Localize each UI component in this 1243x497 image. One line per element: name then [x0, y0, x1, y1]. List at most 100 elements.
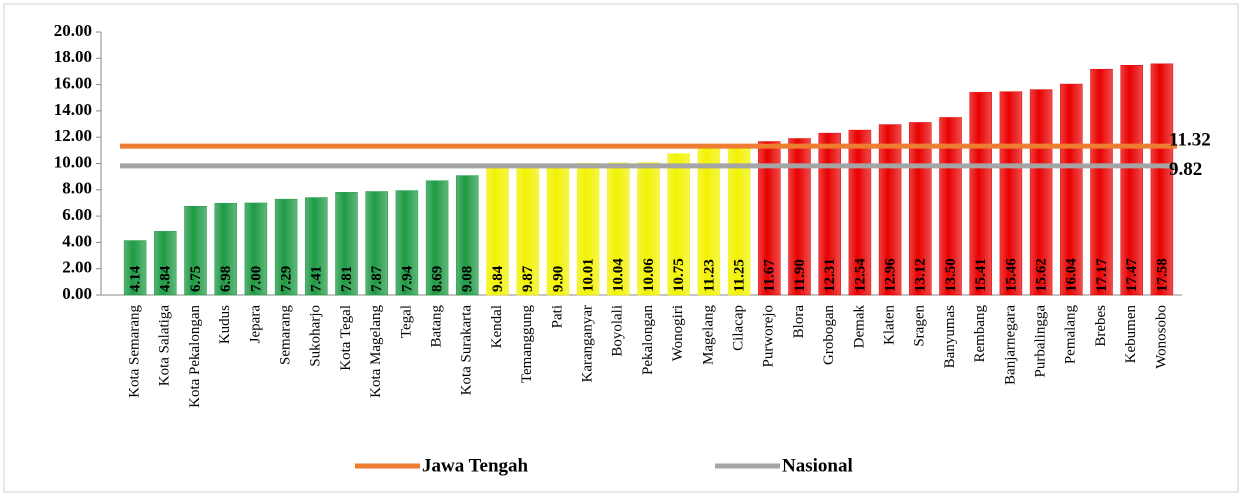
x-tick-label: Kota Salatiga — [157, 305, 173, 387]
data-label: 10.06 — [641, 258, 657, 292]
x-tick-label: Pati — [549, 305, 565, 328]
bar — [335, 192, 358, 296]
data-label: 9.90 — [550, 266, 566, 292]
x-tick-label: Wonosobo — [1153, 305, 1169, 369]
data-label: 15.62 — [1034, 258, 1050, 292]
data-label: 11.25 — [732, 259, 748, 292]
bar — [395, 190, 419, 296]
bar — [1060, 83, 1083, 296]
bar — [939, 117, 962, 296]
data-label: 13.12 — [913, 258, 929, 292]
x-tick-label: Pemalang — [1063, 305, 1079, 365]
bar — [1029, 89, 1053, 296]
data-label: 7.29 — [279, 266, 295, 292]
x-tick-label: Kota Semarang — [127, 305, 143, 398]
bar — [607, 162, 630, 296]
bar — [184, 205, 207, 296]
x-tick-label: Banyumas — [942, 305, 958, 368]
x-tick-label: Boyolali — [610, 305, 626, 357]
bar — [758, 141, 781, 296]
data-label: 13.50 — [943, 258, 959, 292]
legend-label: Jawa Tengah — [422, 455, 529, 476]
x-tick-label: Kota Pekalongan — [187, 305, 203, 408]
x-tick-label: Klaten — [882, 305, 898, 345]
data-label: 7.81 — [339, 266, 355, 292]
data-label: 7.41 — [309, 266, 325, 292]
data-label: 11.90 — [792, 259, 808, 292]
x-tick-label: Semarang — [278, 305, 294, 365]
bar — [425, 180, 449, 296]
x-tick-label: Cilacap — [731, 305, 747, 351]
y-tick-label: 16.00 — [54, 74, 92, 93]
data-label: 15.46 — [1003, 258, 1019, 292]
x-tick-label: Jepara — [247, 305, 263, 344]
data-label: 9.87 — [520, 265, 536, 292]
data-label: 17.58 — [1154, 258, 1170, 292]
x-tick-label: Purworejo — [761, 305, 777, 368]
x-tick-label: Temanggung — [519, 305, 535, 384]
bar — [456, 175, 479, 296]
y-tick-label: 14.00 — [54, 100, 92, 119]
data-label: 17.17 — [1094, 258, 1110, 292]
bar — [1090, 68, 1113, 296]
data-label: 16.04 — [1064, 258, 1080, 292]
x-tick-label: Kendal — [489, 305, 505, 348]
data-label: 11.67 — [762, 259, 778, 292]
data-label: 10.75 — [671, 258, 687, 292]
data-label: 12.54 — [852, 258, 868, 292]
x-tick-label: Kota Tegal — [338, 305, 354, 371]
bar — [123, 240, 147, 296]
y-tick-label: 2.00 — [62, 258, 92, 277]
x-tick-label: Tegal — [398, 305, 414, 338]
x-tick-label: Grobogan — [821, 305, 837, 365]
bar — [214, 202, 237, 296]
x-tick-label: Kebumen — [1123, 305, 1139, 364]
y-tick-label: 18.00 — [54, 47, 92, 66]
reference-label: 9.82 — [1169, 159, 1202, 180]
bar — [969, 92, 992, 296]
data-label: 17.47 — [1124, 258, 1140, 292]
x-tick-label: Kota Surakarta — [459, 305, 475, 396]
y-tick-label: 12.00 — [54, 126, 92, 145]
data-label: 4.84 — [158, 265, 174, 292]
chart-border — [3, 3, 1239, 493]
x-tick-label: Batang — [429, 305, 445, 348]
data-label: 7.94 — [399, 265, 415, 292]
x-tick-label: Magelang — [700, 305, 716, 365]
data-label: 7.00 — [248, 266, 264, 292]
bar — [305, 197, 328, 296]
x-tick-label: Sragen — [912, 305, 928, 347]
x-tick-label: Brebes — [1093, 305, 1109, 347]
data-label: 6.75 — [188, 266, 204, 292]
y-tick-label: 0.00 — [62, 284, 92, 303]
bar — [274, 198, 298, 296]
x-tick-label: Wonogiri — [670, 305, 686, 361]
bar — [848, 129, 872, 296]
bar — [637, 162, 660, 296]
data-label: 10.01 — [581, 258, 597, 292]
y-tick-label: 4.00 — [62, 231, 92, 250]
data-label: 6.98 — [218, 266, 234, 292]
x-tick-label: Pekalongan — [640, 305, 656, 375]
reference-label: 11.32 — [1169, 130, 1211, 151]
bar — [244, 202, 268, 296]
x-tick-label: Demak — [851, 305, 867, 349]
bar — [667, 153, 690, 296]
bar — [999, 91, 1023, 296]
data-label: 12.96 — [883, 258, 899, 292]
data-label: 11.23 — [701, 259, 717, 292]
x-tick-label: Banjarnegara — [1002, 305, 1018, 385]
x-tick-label: Kudus — [217, 305, 233, 344]
x-tick-label: Blora — [791, 305, 807, 339]
x-tick-label: Karanganyar — [580, 305, 596, 382]
data-label: 4.14 — [128, 265, 144, 292]
bar — [1150, 63, 1174, 296]
bar — [1120, 65, 1143, 296]
x-tick-label: Sukoharjo — [308, 305, 324, 367]
bar — [154, 231, 177, 296]
data-label: 10.04 — [611, 258, 627, 292]
data-label: 7.87 — [369, 265, 385, 292]
data-label: 12.31 — [822, 258, 838, 292]
y-tick-label: 8.00 — [62, 179, 92, 198]
data-label: 8.69 — [430, 266, 446, 292]
